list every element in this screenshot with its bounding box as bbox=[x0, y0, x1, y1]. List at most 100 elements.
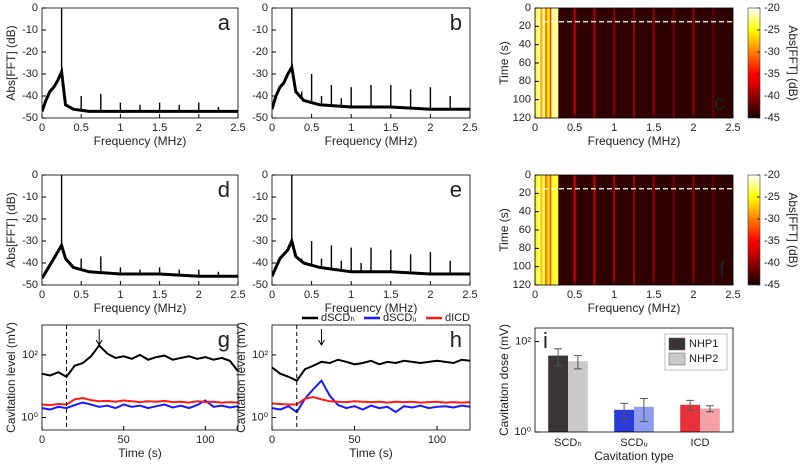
x-axis-label: Cavitation type bbox=[594, 449, 674, 463]
y-tick-label: -20 bbox=[252, 213, 268, 225]
heatmap-band bbox=[633, 175, 635, 285]
x-tick-label: 50 bbox=[118, 434, 130, 446]
error-bar bbox=[686, 399, 695, 411]
y-axis-label: Abs[FFT] (dB) bbox=[4, 25, 18, 100]
x-tick-label: 0.5 bbox=[74, 122, 89, 134]
plot-area bbox=[272, 175, 470, 277]
axes-frame bbox=[271, 7, 471, 119]
x-axis-label: Frequency (MHz) bbox=[94, 134, 187, 148]
colorbar-tick-label: -45 bbox=[764, 112, 780, 124]
y-tick-label: -30 bbox=[252, 68, 268, 80]
y-tick-label: 0 bbox=[525, 169, 531, 181]
colorbar-label: Abs[FFT] (dB) bbox=[786, 192, 800, 267]
y-tick-label: 0 bbox=[32, 169, 38, 181]
legend-label: NHP2 bbox=[689, 353, 718, 365]
panel-letter: b bbox=[450, 10, 462, 35]
y-tick-label: 20 bbox=[519, 187, 531, 199]
colorbar-tick-label: -20 bbox=[764, 2, 780, 14]
y-tick-label: 10⁰ bbox=[21, 411, 38, 423]
heatmap-band bbox=[712, 8, 715, 118]
y-tick-label: -40 bbox=[252, 90, 268, 102]
y-tick-label: 120 bbox=[513, 112, 531, 124]
x-tick-label: 1.5 bbox=[383, 289, 398, 301]
plot-area bbox=[42, 325, 238, 430]
x-tick-label: 2 bbox=[427, 122, 433, 134]
x-tick-label: 100 bbox=[428, 434, 446, 446]
y-axis-label: Abs[FFT] (dB) bbox=[4, 192, 18, 267]
bar bbox=[680, 404, 700, 432]
bar bbox=[568, 361, 588, 432]
colorbar-tick-label: -25 bbox=[764, 191, 780, 203]
colorbar-tick-label: -40 bbox=[764, 257, 780, 269]
y-tick-label: 10⁰ bbox=[251, 411, 268, 423]
legend-swatch bbox=[668, 337, 686, 351]
bar bbox=[614, 409, 634, 432]
axes-frame bbox=[271, 174, 471, 286]
heatmap-band bbox=[613, 175, 616, 285]
y-tick-label: -10 bbox=[22, 24, 38, 36]
y-tick-label: 10² bbox=[22, 349, 38, 361]
series-line bbox=[272, 396, 470, 406]
y-tick-label: 0 bbox=[525, 2, 531, 14]
y-tick-label: -10 bbox=[22, 191, 38, 203]
legend-label: NHP1 bbox=[689, 338, 718, 350]
heatmap-band bbox=[652, 175, 655, 285]
x-tick-label: 0 bbox=[269, 434, 275, 446]
plot-area bbox=[535, 175, 733, 285]
plot-area bbox=[272, 325, 470, 430]
y-tick-label: -10 bbox=[252, 24, 268, 36]
colorbar bbox=[747, 7, 761, 119]
x-tick-label: 1 bbox=[117, 289, 123, 301]
x-tick-label: 1 bbox=[611, 289, 617, 301]
x-tick-label: 0 bbox=[269, 122, 275, 134]
x-tick-label: 50 bbox=[348, 434, 360, 446]
heatmap-band bbox=[613, 8, 616, 118]
x-tick-label: 2.5 bbox=[725, 289, 740, 301]
legend-label: dICD bbox=[445, 312, 470, 324]
x-tick-label: 1 bbox=[117, 122, 123, 134]
x-axis-label: Time (s) bbox=[349, 446, 393, 460]
x-tick-label: 0 bbox=[39, 122, 45, 134]
colorbar-tick-label: -35 bbox=[764, 235, 780, 247]
y-axis-label: Cavitation dose (mV) bbox=[497, 324, 511, 436]
x-tick-label: ICD bbox=[691, 437, 710, 449]
heatmap-band bbox=[593, 8, 596, 118]
x-axis-label: Frequency (MHz) bbox=[325, 301, 418, 315]
y-tick-label: 10⁰ bbox=[514, 426, 531, 438]
x-tick-label: 1 bbox=[348, 122, 354, 134]
x-tick-label: 2 bbox=[690, 122, 696, 134]
x-tick-label: 0 bbox=[532, 289, 538, 301]
plot-area bbox=[535, 8, 733, 118]
x-tick-label: 1 bbox=[611, 122, 617, 134]
x-tick-label: SCDᵤ bbox=[620, 437, 647, 449]
y-tick-label: 120 bbox=[513, 279, 531, 291]
legend-label: dSCDᵤ bbox=[383, 312, 417, 324]
x-axis-label: Frequency (MHz) bbox=[94, 301, 187, 315]
x-tick-label: 1.5 bbox=[152, 289, 167, 301]
y-tick-label: 10² bbox=[252, 349, 268, 361]
y-tick-label: 80 bbox=[519, 242, 531, 254]
y-tick-label: 40 bbox=[519, 39, 531, 51]
x-tick-label: 0 bbox=[39, 289, 45, 301]
heatmap-band bbox=[672, 8, 675, 118]
x-tick-label: 2 bbox=[690, 289, 696, 301]
heatmap-band bbox=[672, 175, 675, 285]
x-axis-label: Frequency (MHz) bbox=[588, 134, 681, 148]
y-tick-label: 60 bbox=[519, 57, 531, 69]
y-tick-label: 0 bbox=[262, 2, 268, 14]
axes-frame bbox=[534, 327, 734, 433]
series-line bbox=[272, 379, 470, 414]
error-bar bbox=[620, 402, 629, 420]
x-tick-label: 100 bbox=[196, 434, 214, 446]
series-line bbox=[272, 358, 470, 382]
y-tick-label: -30 bbox=[22, 68, 38, 80]
y-tick-label: 20 bbox=[519, 20, 531, 32]
y-tick-label: -30 bbox=[252, 235, 268, 247]
heatmap-band bbox=[573, 175, 576, 285]
plot-area bbox=[548, 348, 720, 432]
colorbar-tick-label: -40 bbox=[764, 90, 780, 102]
y-tick-label: -40 bbox=[22, 257, 38, 269]
plot-area bbox=[272, 8, 470, 111]
